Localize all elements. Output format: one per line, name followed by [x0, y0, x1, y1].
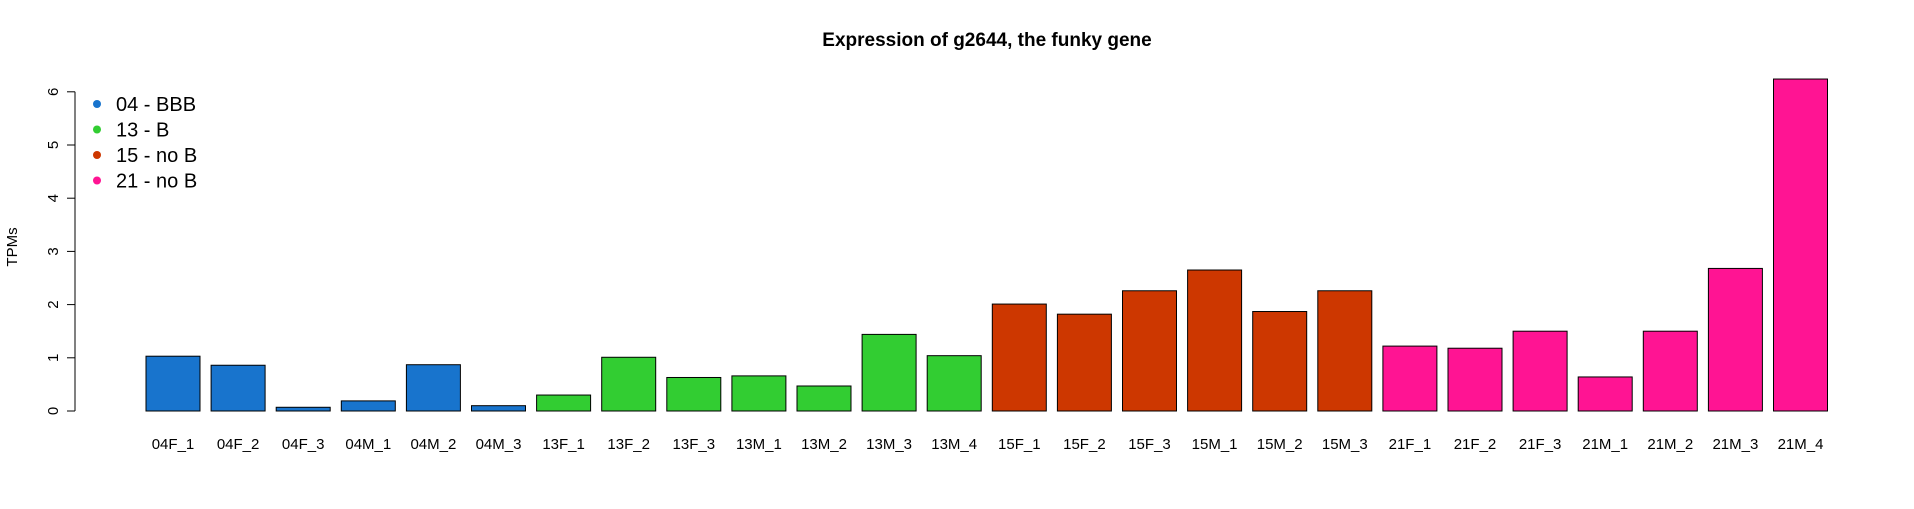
legend-marker	[93, 151, 101, 159]
bar	[1056, 313, 1112, 412]
bar	[1447, 347, 1503, 412]
y-tick-label: 3	[45, 247, 62, 255]
x-tick-label: 13M_3	[866, 436, 912, 453]
y-tick-label: 0	[45, 407, 62, 415]
legend-marker	[93, 100, 101, 108]
x-tick-labels: 04F_1 04F_2 04F_3 04M_1 04M_2 04M_3 13F_1 13F_2…	[152, 436, 1824, 453]
bar	[1642, 330, 1698, 412]
x-tick-label: 15M_1	[1192, 436, 1238, 453]
x-tick-label: 04F_1	[152, 436, 195, 453]
bars-group	[145, 78, 1828, 412]
x-tick-label: 21M_2	[1647, 436, 1693, 453]
bar	[145, 355, 201, 412]
bar	[601, 356, 657, 412]
bar	[1512, 330, 1568, 412]
x-tick-label: 04M_3	[476, 436, 522, 453]
x-tick-label: 13M_1	[736, 436, 782, 453]
x-tick-label: 13F_2	[607, 436, 650, 453]
x-tick-label: 04M_2	[410, 436, 456, 453]
bar	[991, 303, 1047, 412]
x-tick-label: 21M_3	[1712, 436, 1758, 453]
chart-title: Expression of g2644, the funky gene	[822, 30, 1151, 51]
bar	[1187, 269, 1243, 412]
bar	[340, 400, 396, 412]
bar	[536, 394, 592, 412]
bar	[1707, 267, 1763, 412]
y-axis-label: TPMs	[4, 227, 21, 266]
x-tick-label: 04F_3	[282, 436, 325, 453]
bar	[210, 364, 266, 412]
y-tick-label: 5	[45, 141, 62, 149]
y-axis: 0 1 2 3 4 5 6	[45, 88, 76, 415]
legend-label: 04 - BBB	[116, 94, 196, 116]
x-tick-label: 15M_3	[1322, 436, 1368, 453]
legend-marker	[93, 176, 101, 185]
bar	[275, 406, 331, 412]
bar	[796, 385, 852, 412]
bar	[1773, 78, 1828, 412]
x-tick-label: 13M_4	[931, 436, 977, 453]
legend: 04 - BBB 13 - B 15 - no B 21 - no B	[93, 94, 197, 193]
x-tick-label: 21F_1	[1389, 436, 1432, 453]
bar	[471, 405, 526, 412]
legend-label: 13 - B	[116, 120, 169, 142]
x-tick-label: 21M_4	[1778, 436, 1824, 453]
legend-marker	[93, 125, 101, 134]
y-tick-label: 2	[45, 300, 62, 308]
y-tick-label: 4	[45, 194, 62, 202]
bar	[1252, 311, 1308, 412]
bar	[1122, 290, 1177, 412]
x-tick-label: 21M_1	[1582, 436, 1628, 453]
bar	[861, 333, 917, 412]
x-tick-label: 21F_2	[1454, 436, 1497, 453]
bar	[1577, 376, 1633, 412]
x-tick-label: 13F_3	[673, 436, 716, 453]
x-tick-label: 13F_1	[542, 436, 585, 453]
legend-label: 15 - no B	[116, 145, 197, 167]
legend-label: 21 - no B	[116, 171, 197, 193]
x-tick-label: 04F_2	[217, 436, 260, 453]
bar	[666, 376, 722, 412]
bar	[731, 375, 787, 412]
bar	[1317, 290, 1373, 412]
y-tick-label: 6	[45, 88, 62, 96]
x-tick-label: 15F_1	[998, 436, 1041, 453]
x-tick-label: 13M_2	[801, 436, 847, 453]
x-tick-label: 04M_1	[345, 436, 391, 453]
bar	[926, 355, 982, 412]
x-tick-label: 21F_3	[1519, 436, 1562, 453]
bar	[1382, 345, 1438, 412]
y-tick-label: 1	[45, 354, 62, 362]
bar	[405, 364, 461, 412]
x-tick-label: 15M_2	[1257, 436, 1303, 453]
x-tick-label: 15F_3	[1128, 436, 1171, 453]
x-tick-label: 15F_2	[1063, 436, 1106, 453]
